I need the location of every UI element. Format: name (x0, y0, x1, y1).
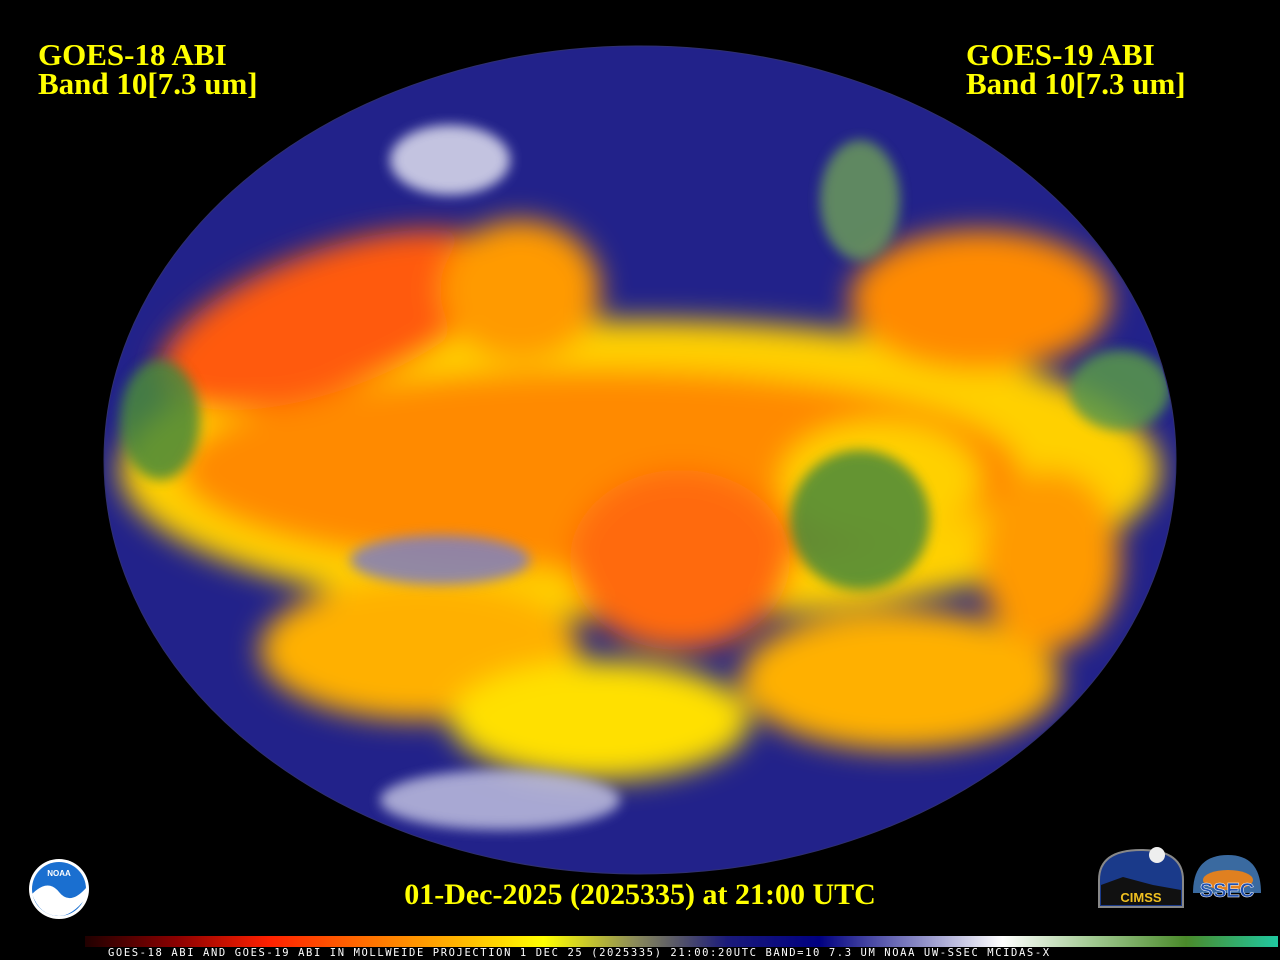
right-satellite-label: GOES-19 ABI Band 10[7.3 um] (966, 37, 1186, 101)
colorbar (85, 936, 1278, 947)
image-caption: GOES-18 ABI AND GOES-19 ABI IN MOLLWEIDE… (108, 947, 1051, 959)
right-band-name: Band 10[7.3 um] (966, 66, 1186, 101)
cimss-ssec-logo: CIMSS SSEC (1098, 847, 1261, 908)
svg-text:CIMSS: CIMSS (1120, 890, 1162, 905)
svg-text:SSEC: SSEC (1200, 880, 1254, 902)
right-satellite-name: GOES-19 ABI (966, 37, 1155, 72)
noaa-logo: NOAA (29, 859, 89, 919)
left-satellite-name: GOES-18 ABI (38, 37, 227, 72)
left-band-name: Band 10[7.3 um] (38, 66, 258, 101)
timestamp: 01-Dec-2025 (2025335) at 21:00 UTC (404, 878, 876, 911)
left-satellite-label: GOES-18 ABI Band 10[7.3 um] (38, 37, 258, 101)
svg-text:NOAA: NOAA (47, 869, 71, 878)
